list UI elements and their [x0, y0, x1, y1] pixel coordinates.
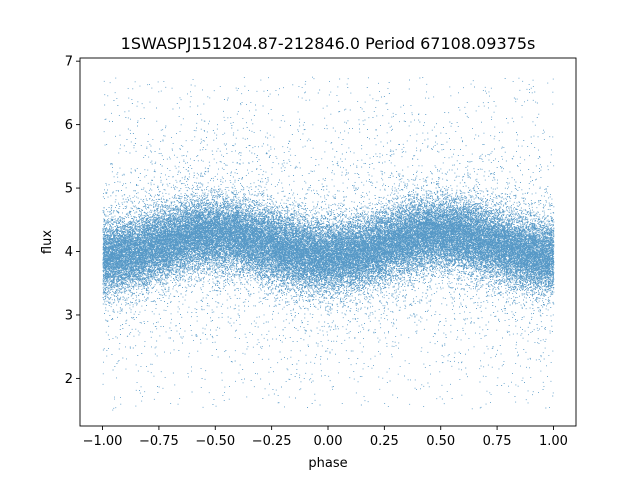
- y-axis: 2 3 4 5 6 7: [65, 55, 80, 387]
- x-tick-label: 0.75: [483, 434, 512, 449]
- data-points: [102, 76, 555, 411]
- x-tick-label: 0.50: [426, 434, 455, 449]
- x-tick-label: 0.25: [370, 434, 399, 449]
- x-tick-label: 1.00: [539, 434, 568, 449]
- y-tick-label: 4: [65, 245, 73, 260]
- y-tick-label: 6: [65, 118, 73, 133]
- scatter-points: [102, 76, 555, 411]
- y-tick-label: 3: [65, 308, 73, 323]
- x-tick-label: −0.25: [252, 434, 292, 449]
- y-tick-label: 7: [65, 55, 73, 70]
- x-axis-label: phase: [308, 456, 347, 471]
- x-tick-label: −1.00: [83, 434, 123, 449]
- x-tick-label: −0.75: [139, 434, 179, 449]
- x-axis: −1.00 −0.75 −0.50 −0.25 0.00 0.25 0.50 0.75 1.00: [83, 426, 568, 449]
- y-tick-label: 5: [65, 182, 73, 197]
- x-tick-label: 0.00: [314, 434, 343, 449]
- x-tick-label: −0.50: [195, 434, 235, 449]
- y-axis-label: flux: [40, 230, 55, 254]
- y-tick-label: 2: [65, 372, 73, 387]
- chart-title: 1SWASPJ151204.87-212846.0 Period 67108.0…: [121, 34, 536, 53]
